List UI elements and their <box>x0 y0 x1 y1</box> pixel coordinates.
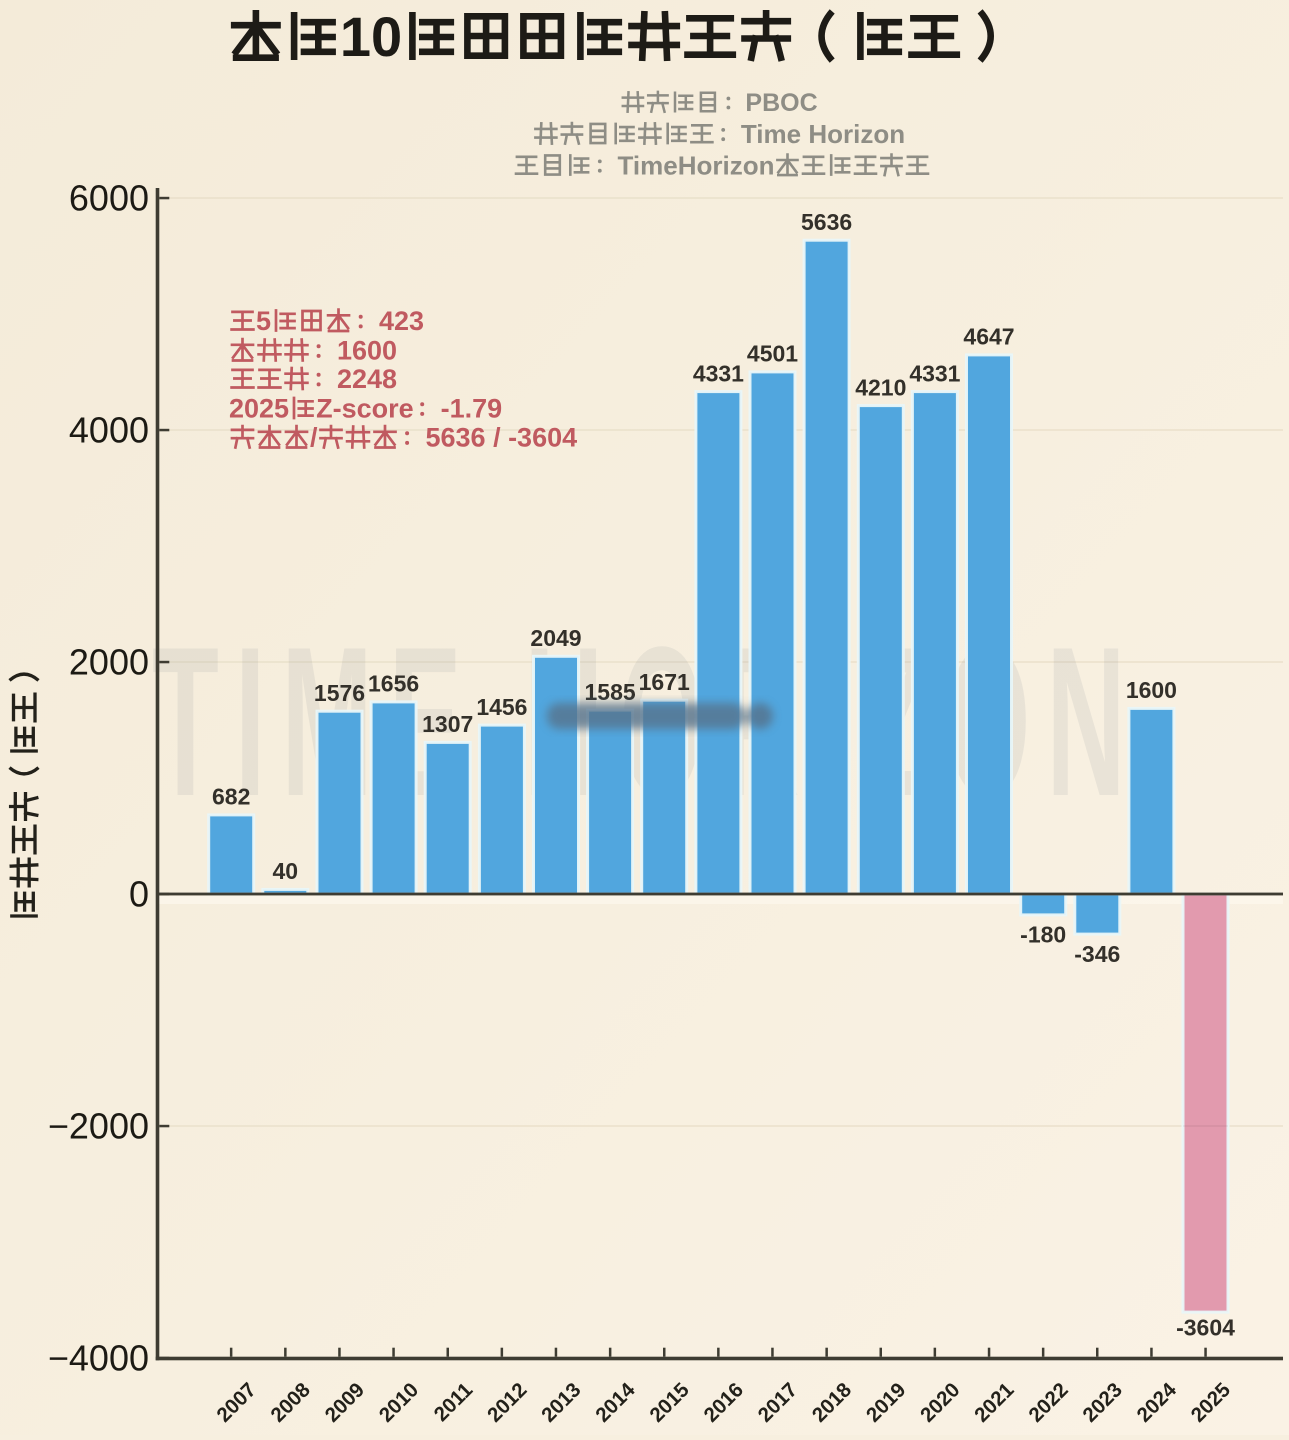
svg-text:−4000: −4000 <box>48 1338 149 1379</box>
svg-text:1456: 1456 <box>476 694 527 720</box>
svg-text:423: 423 <box>379 306 424 336</box>
svg-text:1656: 1656 <box>368 671 419 697</box>
svg-text:4000: 4000 <box>69 410 149 451</box>
svg-text:10: 10 <box>340 5 402 68</box>
svg-text:2000: 2000 <box>69 642 149 683</box>
svg-text:Time Horizon: Time Horizon <box>741 119 905 149</box>
svg-text:2248: 2248 <box>337 364 397 394</box>
svg-text:1600: 1600 <box>337 336 397 366</box>
svg-text:/: / <box>310 423 318 453</box>
svg-text:2049: 2049 <box>530 625 581 651</box>
svg-text:0: 0 <box>129 874 149 915</box>
svg-text:5636 / -3604: 5636 / -3604 <box>426 423 578 453</box>
svg-text:4331: 4331 <box>693 360 744 386</box>
svg-text:-3604: -3604 <box>1176 1314 1235 1340</box>
svg-text:4331: 4331 <box>909 360 960 386</box>
svg-text:-346: -346 <box>1074 941 1120 967</box>
svg-text:PBOC: PBOC <box>745 89 817 117</box>
svg-text:1585: 1585 <box>585 679 636 705</box>
svg-text:5: 5 <box>256 306 271 336</box>
svg-text:-1.79: -1.79 <box>441 394 503 424</box>
svg-text:-180: -180 <box>1020 922 1066 948</box>
svg-text:TimeHorizon: TimeHorizon <box>618 150 775 180</box>
svg-text:6000: 6000 <box>69 178 149 219</box>
svg-text:4647: 4647 <box>963 324 1014 350</box>
svg-text:1576: 1576 <box>314 680 365 706</box>
svg-text:1307: 1307 <box>422 711 473 737</box>
svg-text:4210: 4210 <box>855 374 906 400</box>
svg-text:1600: 1600 <box>1126 677 1177 703</box>
svg-text:−2000: −2000 <box>48 1106 149 1147</box>
svg-text:5636: 5636 <box>801 209 852 235</box>
svg-text:1671: 1671 <box>639 669 690 695</box>
svg-text:4501: 4501 <box>747 341 798 367</box>
svg-text:Z-score: Z-score <box>316 394 414 424</box>
svg-text:40: 40 <box>273 858 299 884</box>
svg-text:682: 682 <box>212 784 250 810</box>
svg-text:2025: 2025 <box>229 394 289 424</box>
